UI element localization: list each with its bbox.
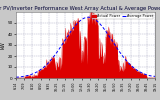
- Y-axis label: kW: kW: [1, 41, 6, 49]
- Title: Solar PV/Inverter Performance West Array Actual & Average Power Output: Solar PV/Inverter Performance West Array…: [0, 6, 160, 11]
- Legend: Actual Power, Average Power: Actual Power, Average Power: [92, 14, 153, 19]
